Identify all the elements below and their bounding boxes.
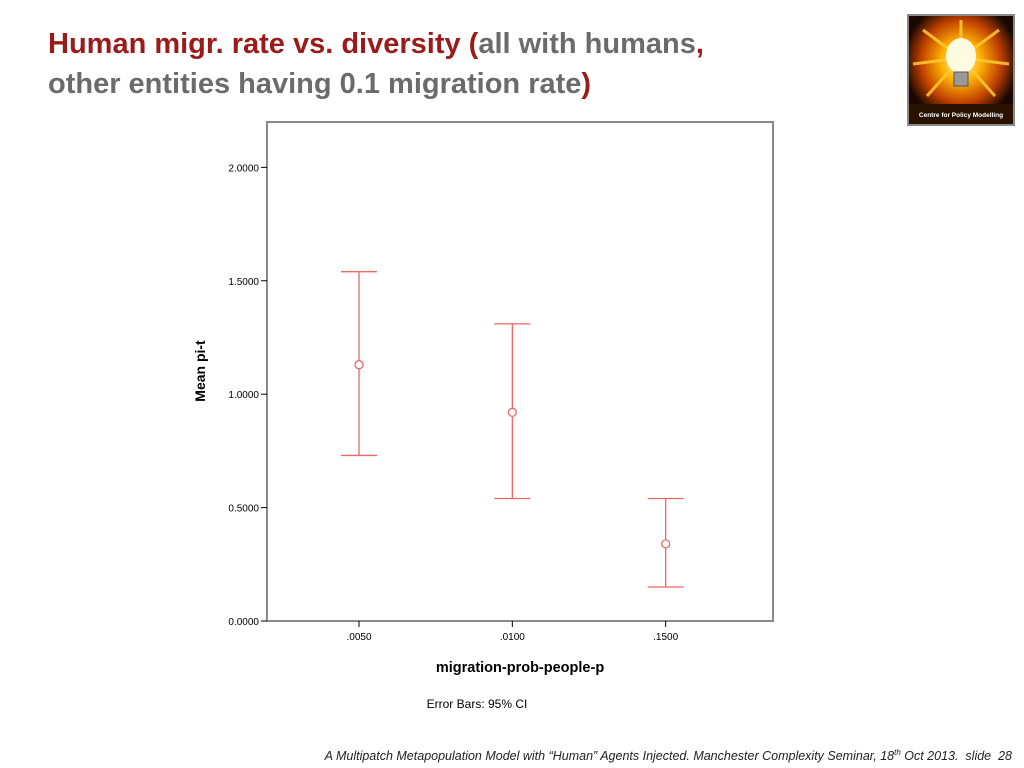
footer-date: Oct 2013. — [900, 749, 959, 763]
footer-slide-number: 28 — [998, 749, 1012, 763]
x-tick-label: .1500 — [653, 632, 678, 643]
footer-superscript: th — [894, 748, 901, 757]
title-part-2: all with humans — [478, 28, 696, 60]
x-axis-label: migration-prob-people-p — [436, 660, 604, 676]
logo-text: Centre for Policy Modelling — [919, 112, 1003, 119]
error-bars — [341, 271, 684, 588]
x-tick-label: .0100 — [500, 632, 525, 643]
error-bars-note: Error Bars: 95% CI — [427, 697, 528, 711]
title-part-5: ) — [581, 68, 592, 100]
mean-point — [354, 360, 364, 370]
title-part-3: , — [695, 28, 704, 60]
y-tick-label: 0.5000 — [228, 504, 259, 515]
y-axis-label: Mean pi-t — [192, 340, 208, 402]
y-tick-label: 1.5000 — [228, 277, 259, 288]
slide-footer: A Multipatch Metapopulation Model with “… — [325, 748, 1012, 763]
plot-frame — [266, 121, 774, 622]
title-part-4: other entities having 0.1 migration rate — [48, 68, 582, 100]
mean-point — [661, 539, 671, 549]
cpm-logo: Centre for Policy Modelling — [907, 14, 1015, 126]
y-tick-label: 1.0000 — [228, 390, 259, 401]
x-tick-label: .0050 — [346, 632, 371, 643]
title-part-1: Human migr. rate vs. diversity ( — [48, 28, 479, 60]
slide-title: Human migr. rate vs. diversity (all with… — [48, 24, 888, 104]
footer-citation: A Multipatch Metapopulation Model with “… — [324, 749, 895, 763]
y-axis: 0.0000 0.5000 1.0000 1.5000 2.0000 — [228, 163, 267, 628]
footer-slide-label: slide — [965, 749, 992, 763]
x-axis: .0050 .0100 .1500 — [346, 621, 679, 643]
y-tick-label: 2.0000 — [228, 163, 259, 174]
mean-point — [507, 407, 517, 417]
y-tick-label: 0.0000 — [228, 617, 259, 628]
